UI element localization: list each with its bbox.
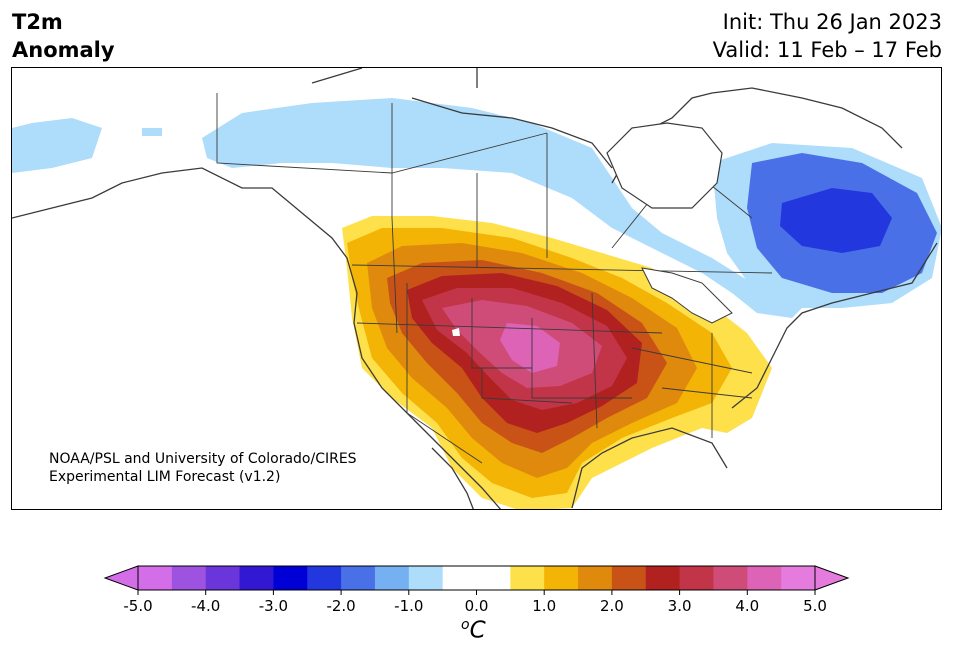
colorbar-tick-label: 3.0: [668, 597, 692, 615]
colorbar-cell: [544, 566, 579, 590]
cold-anomaly-strong: [780, 188, 892, 253]
colorbar-tick-label: -3.0: [259, 597, 288, 615]
colorbar-cell: [611, 566, 647, 590]
colorbar-cell: [476, 566, 511, 590]
hudson-bay: [606, 122, 723, 209]
colorbar-cell: [747, 566, 782, 590]
colorbar-cell: [713, 566, 748, 590]
colorbar-tick-label: 1.0: [532, 597, 556, 615]
coastlines: [12, 68, 938, 509]
colorbar-cell: [442, 566, 478, 590]
colorbar-cell: [239, 566, 274, 590]
cold-anomaly-light: [142, 128, 162, 136]
unit-label: oC: [461, 617, 486, 644]
political-boundaries: [216, 93, 773, 464]
colorbar-cell: [510, 566, 545, 590]
credit-line-1: NOAA/PSL and University of Colorado/CIRE…: [49, 451, 357, 467]
colorbar-tick-label: 5.0: [803, 597, 827, 615]
colorbar-tick-label: -2.0: [326, 597, 355, 615]
colorbar-cell: [273, 566, 308, 590]
salt-lake: [452, 328, 460, 336]
colorbar-tick-label: 2.0: [600, 597, 624, 615]
map-title: T2m Anomaly: [12, 8, 115, 64]
colorbar-ticks: -5.0 -4.0 -3.0 -2.0 -1.0 0.0 1.0 2.0 3.0 4.0 5.0: [123, 590, 827, 615]
unit-prefix: o: [461, 617, 470, 633]
variable-label: T2m: [12, 10, 63, 34]
great-lakes: [641, 267, 733, 324]
forecast-dates: Init: Thu 26 Jan 2023 Valid: 11 Feb – 17…: [713, 8, 942, 64]
anomaly-map: NOAA/PSL and University of Colorado/CIRE…: [11, 67, 942, 510]
colorbar-cell: [374, 566, 410, 590]
map-canvas: [12, 68, 941, 509]
colorbar-tick-label: -4.0: [191, 597, 220, 615]
colorbar-high-extension: [814, 565, 850, 591]
cold-anomaly-light: [12, 118, 102, 173]
colorbar-cell: [679, 566, 715, 590]
colorbar-low-extension: [103, 565, 139, 591]
colorbar-cells: [138, 566, 816, 590]
colorbar-cell: [205, 566, 241, 590]
colorbar-tick-label: -5.0: [123, 597, 152, 615]
colorbar-cell: [578, 566, 613, 590]
metric-label: Anomaly: [12, 38, 115, 62]
credit-line-2: Experimental LIM Forecast (v1.2): [49, 469, 281, 485]
valid-date: Valid: 11 Feb – 17 Feb: [712, 38, 942, 62]
warm-anomaly-pink: [500, 323, 560, 373]
init-date: Init: Thu 26 Jan 2023: [722, 10, 942, 34]
colorbar-cell: [138, 566, 173, 590]
colorbar-cell: [408, 566, 444, 590]
colorbar-tick-label: 4.0: [735, 597, 759, 615]
colorbar-tick-label: -1.0: [394, 597, 423, 615]
colorbar-cell: [307, 566, 342, 590]
colorbar-cell: [645, 566, 681, 590]
unit-symbol: C: [469, 617, 486, 644]
colorbar-tick-label: 0.0: [465, 597, 489, 615]
colorbar-cell: [341, 566, 376, 590]
credit-text: NOAA/PSL and University of Colorado/CIRE…: [49, 450, 357, 486]
colorbar-cell: [171, 566, 207, 590]
cold-anomaly-light: [202, 98, 802, 318]
colorbar-cell: [781, 566, 816, 590]
